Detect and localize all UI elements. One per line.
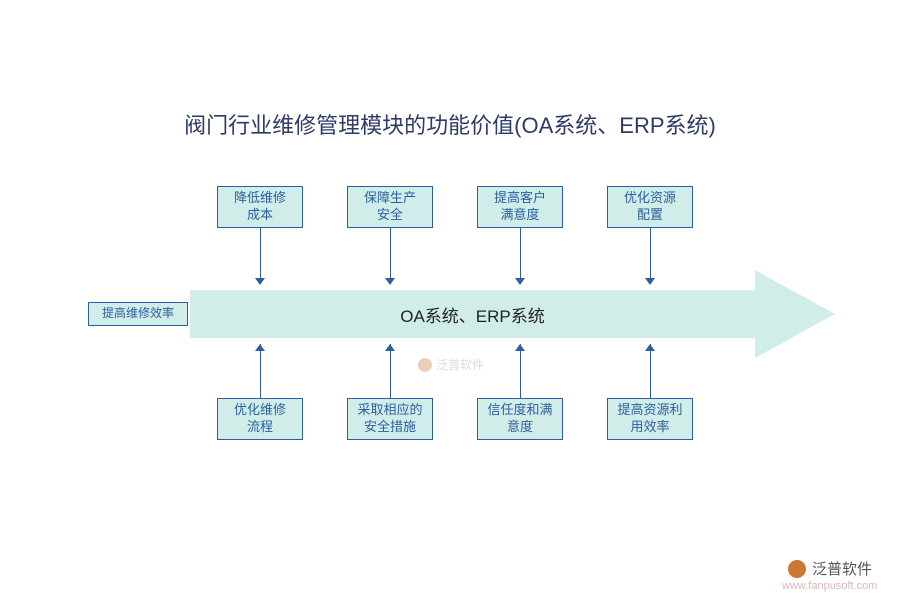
top-node-2: 提高客户 满意度 [477, 186, 563, 228]
connector-arrow-icon [515, 344, 525, 351]
watermark-center: 泛普软件 [418, 356, 484, 373]
top-node-3: 优化资源 配置 [607, 186, 693, 228]
bottom-node-2: 信任度和满 意度 [477, 398, 563, 440]
bottom-node-0: 优化维修 流程 [217, 398, 303, 440]
connector-arrow-icon [255, 278, 265, 285]
connector-arrow-icon [255, 344, 265, 351]
bottom-node-1: 采取相应的 安全措施 [347, 398, 433, 440]
connector-line [520, 344, 521, 398]
connector-line [390, 344, 391, 398]
footer-logo-text: 泛普软件 [812, 558, 872, 579]
watermark-logo-icon [418, 358, 432, 372]
diagram-title: 阀门行业维修管理模块的功能价值(OA系统、ERP系统) [0, 108, 900, 140]
main-arrow-label: OA系统、ERP系统 [400, 302, 545, 327]
connector-line [520, 228, 521, 284]
top-node-0: 降低维修 成本 [217, 186, 303, 228]
connector-arrow-icon [645, 278, 655, 285]
left-node: 提高维修效率 [88, 302, 188, 326]
main-arrow-body: OA系统、ERP系统 [190, 290, 755, 338]
connector-arrow-icon [645, 344, 655, 351]
footer-logo-icon [788, 560, 806, 578]
footer-url: www.fanpusoft.com [782, 580, 877, 592]
connector-arrow-icon [385, 344, 395, 351]
main-arrow-head [755, 270, 835, 358]
connector-line [650, 228, 651, 284]
watermark-text: 泛普软件 [436, 356, 484, 373]
connector-line [390, 228, 391, 284]
left-node-label: 提高维修效率 [102, 306, 174, 322]
bottom-node-3: 提高资源利 用效率 [607, 398, 693, 440]
connector-arrow-icon [515, 278, 525, 285]
connector-line [650, 344, 651, 398]
top-node-1: 保障生产 安全 [347, 186, 433, 228]
connector-arrow-icon [385, 278, 395, 285]
footer-logo: 泛普软件 [788, 558, 872, 579]
connector-line [260, 344, 261, 398]
connector-line [260, 228, 261, 284]
